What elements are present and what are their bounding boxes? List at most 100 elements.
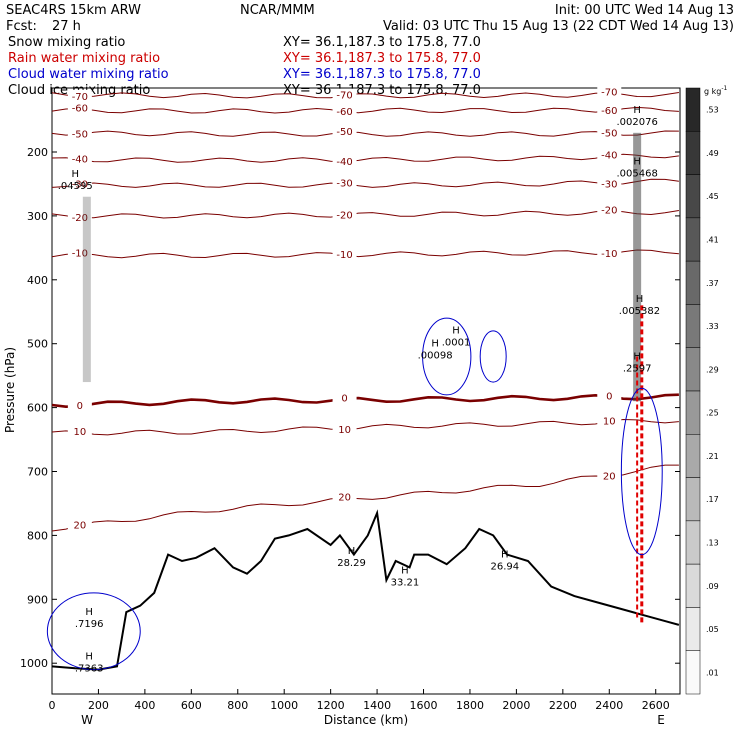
y-tick-label: 1000: [20, 657, 48, 670]
contour-label-bg: [67, 127, 92, 140]
contour-label: -10: [72, 248, 88, 259]
contour-label-bg: [597, 247, 622, 260]
colorbar-label: .25: [706, 409, 719, 418]
fcst-label: Fcst:: [6, 19, 37, 34]
colorbar-swatch: [685, 260, 701, 305]
max-value: 28.29: [337, 558, 366, 569]
contour-label-bg: [332, 391, 357, 404]
x-tick-label: 800: [227, 699, 248, 712]
east-label: E: [657, 713, 665, 727]
x-tick-label: 400: [134, 699, 155, 712]
y-tick-label: 700: [27, 466, 48, 479]
x-tick-label: 600: [181, 699, 202, 712]
max-value: .005382: [619, 306, 660, 317]
colorbar-swatch: [685, 477, 701, 522]
y-tick-label: 500: [27, 338, 48, 351]
contour-label: 10: [73, 427, 86, 438]
contour-label: 10: [603, 416, 616, 427]
temperature-contour: [51, 418, 679, 436]
contour-label: -10: [336, 250, 352, 261]
contour-label: -20: [72, 213, 88, 224]
max-marker: H: [636, 294, 644, 305]
colorbar-swatch: [685, 434, 701, 478]
contour-label: -60: [336, 107, 352, 118]
colorbar-label: .45: [706, 192, 719, 201]
legend: Snow mixing ratio XY= 36.1,187.3 to 175.8…: [8, 35, 481, 98]
x-tick-label: 2000: [502, 699, 530, 712]
contour-label-bg: [597, 85, 622, 98]
colorbar-swatch: [685, 174, 701, 219]
valid-label: Valid: 03 UTC Thu 15 Aug 13 (22 CDT Wed …: [383, 19, 734, 34]
contour-label-bg: [67, 425, 92, 438]
y-tick-label: 600: [27, 402, 48, 415]
contour-label: 0: [341, 393, 347, 404]
fcst-value: 27 h: [52, 19, 81, 34]
contour-label-bg: [597, 148, 622, 161]
contour-label: 0: [77, 401, 83, 412]
max-value: .0001: [442, 338, 471, 349]
contour-label-bg: [67, 101, 92, 114]
contour-label: -70: [601, 88, 617, 99]
max-value: 33.21: [391, 577, 420, 588]
contour-label: -40: [336, 157, 352, 168]
temperature-contour: [51, 393, 679, 409]
temperature-contour: [51, 106, 679, 114]
colorbar-label: .05: [706, 625, 719, 634]
contour-label-bg: [67, 210, 92, 223]
colorbar-label: .41: [706, 236, 719, 245]
cloud-water-contour: [46, 592, 141, 671]
contour-label: -10: [601, 249, 617, 260]
contour-label-bg: [332, 490, 357, 503]
contour-label: -40: [601, 151, 617, 162]
colorbar-swatch: [685, 390, 701, 435]
colorbar-swatch: [685, 87, 701, 132]
contour-label: -40: [72, 155, 88, 166]
max-marker: H: [71, 169, 79, 180]
legend-label: Rain water mixing ratio: [8, 51, 160, 66]
contour-label: -30: [72, 179, 88, 190]
y-tick-label: 900: [27, 593, 48, 606]
y-tick-label: 200: [27, 146, 48, 159]
contour-label-bg: [597, 177, 622, 190]
cloud-water-contour: [422, 317, 472, 396]
max-marker: H: [85, 607, 93, 618]
max-value: .002076: [616, 117, 657, 128]
colorbar-unit: g kg-1: [704, 85, 728, 96]
contour-label-bg: [597, 414, 622, 427]
contour-label-bg: [597, 389, 622, 402]
x-tick-label: 1600: [410, 699, 438, 712]
contour-label: -50: [336, 127, 352, 138]
colorbar-label: .01: [706, 668, 719, 677]
max-marker: H: [452, 326, 460, 337]
colorbar-label: .37: [706, 279, 719, 288]
contour-label-bg: [597, 104, 622, 117]
x-tick-label: 1000: [270, 699, 298, 712]
max-marker: H: [431, 338, 439, 349]
y-tick-label: 400: [27, 274, 48, 287]
colorbar-swatch: [685, 520, 701, 565]
colorbar-swatch: [685, 304, 701, 348]
colorbar-label: .09: [706, 582, 719, 591]
temperature-contour: [51, 178, 679, 188]
contour-label-bg: [332, 125, 357, 138]
legend-xy: XY= 36.1,187.3 to 175.8, 77.0: [283, 35, 481, 50]
contour-label-bg: [597, 469, 622, 482]
x-tick-label: 2200: [549, 699, 577, 712]
x-tick-label: 1800: [456, 699, 484, 712]
contour-label: -50: [72, 129, 88, 140]
contour-label-bg: [332, 176, 357, 189]
colorbar-swatch: [685, 563, 701, 608]
colorbar-label: .17: [706, 495, 719, 504]
contour-label: -30: [336, 179, 352, 190]
contour-label-bg: [332, 248, 357, 261]
colorbar-label: .33: [706, 322, 719, 331]
contour-label: -30: [601, 179, 617, 190]
contour-label: 20: [603, 471, 616, 482]
legend-xy: XY= 36.1,187.3 to 175.8, 77.0: [283, 51, 481, 66]
contour-label-bg: [332, 154, 357, 167]
colorbar-swatch: [685, 217, 701, 262]
contour-label-bg: [332, 104, 357, 117]
colorbar-label: .29: [706, 365, 719, 374]
contour-label-bg: [67, 246, 92, 259]
contour-label: 10: [338, 425, 351, 436]
